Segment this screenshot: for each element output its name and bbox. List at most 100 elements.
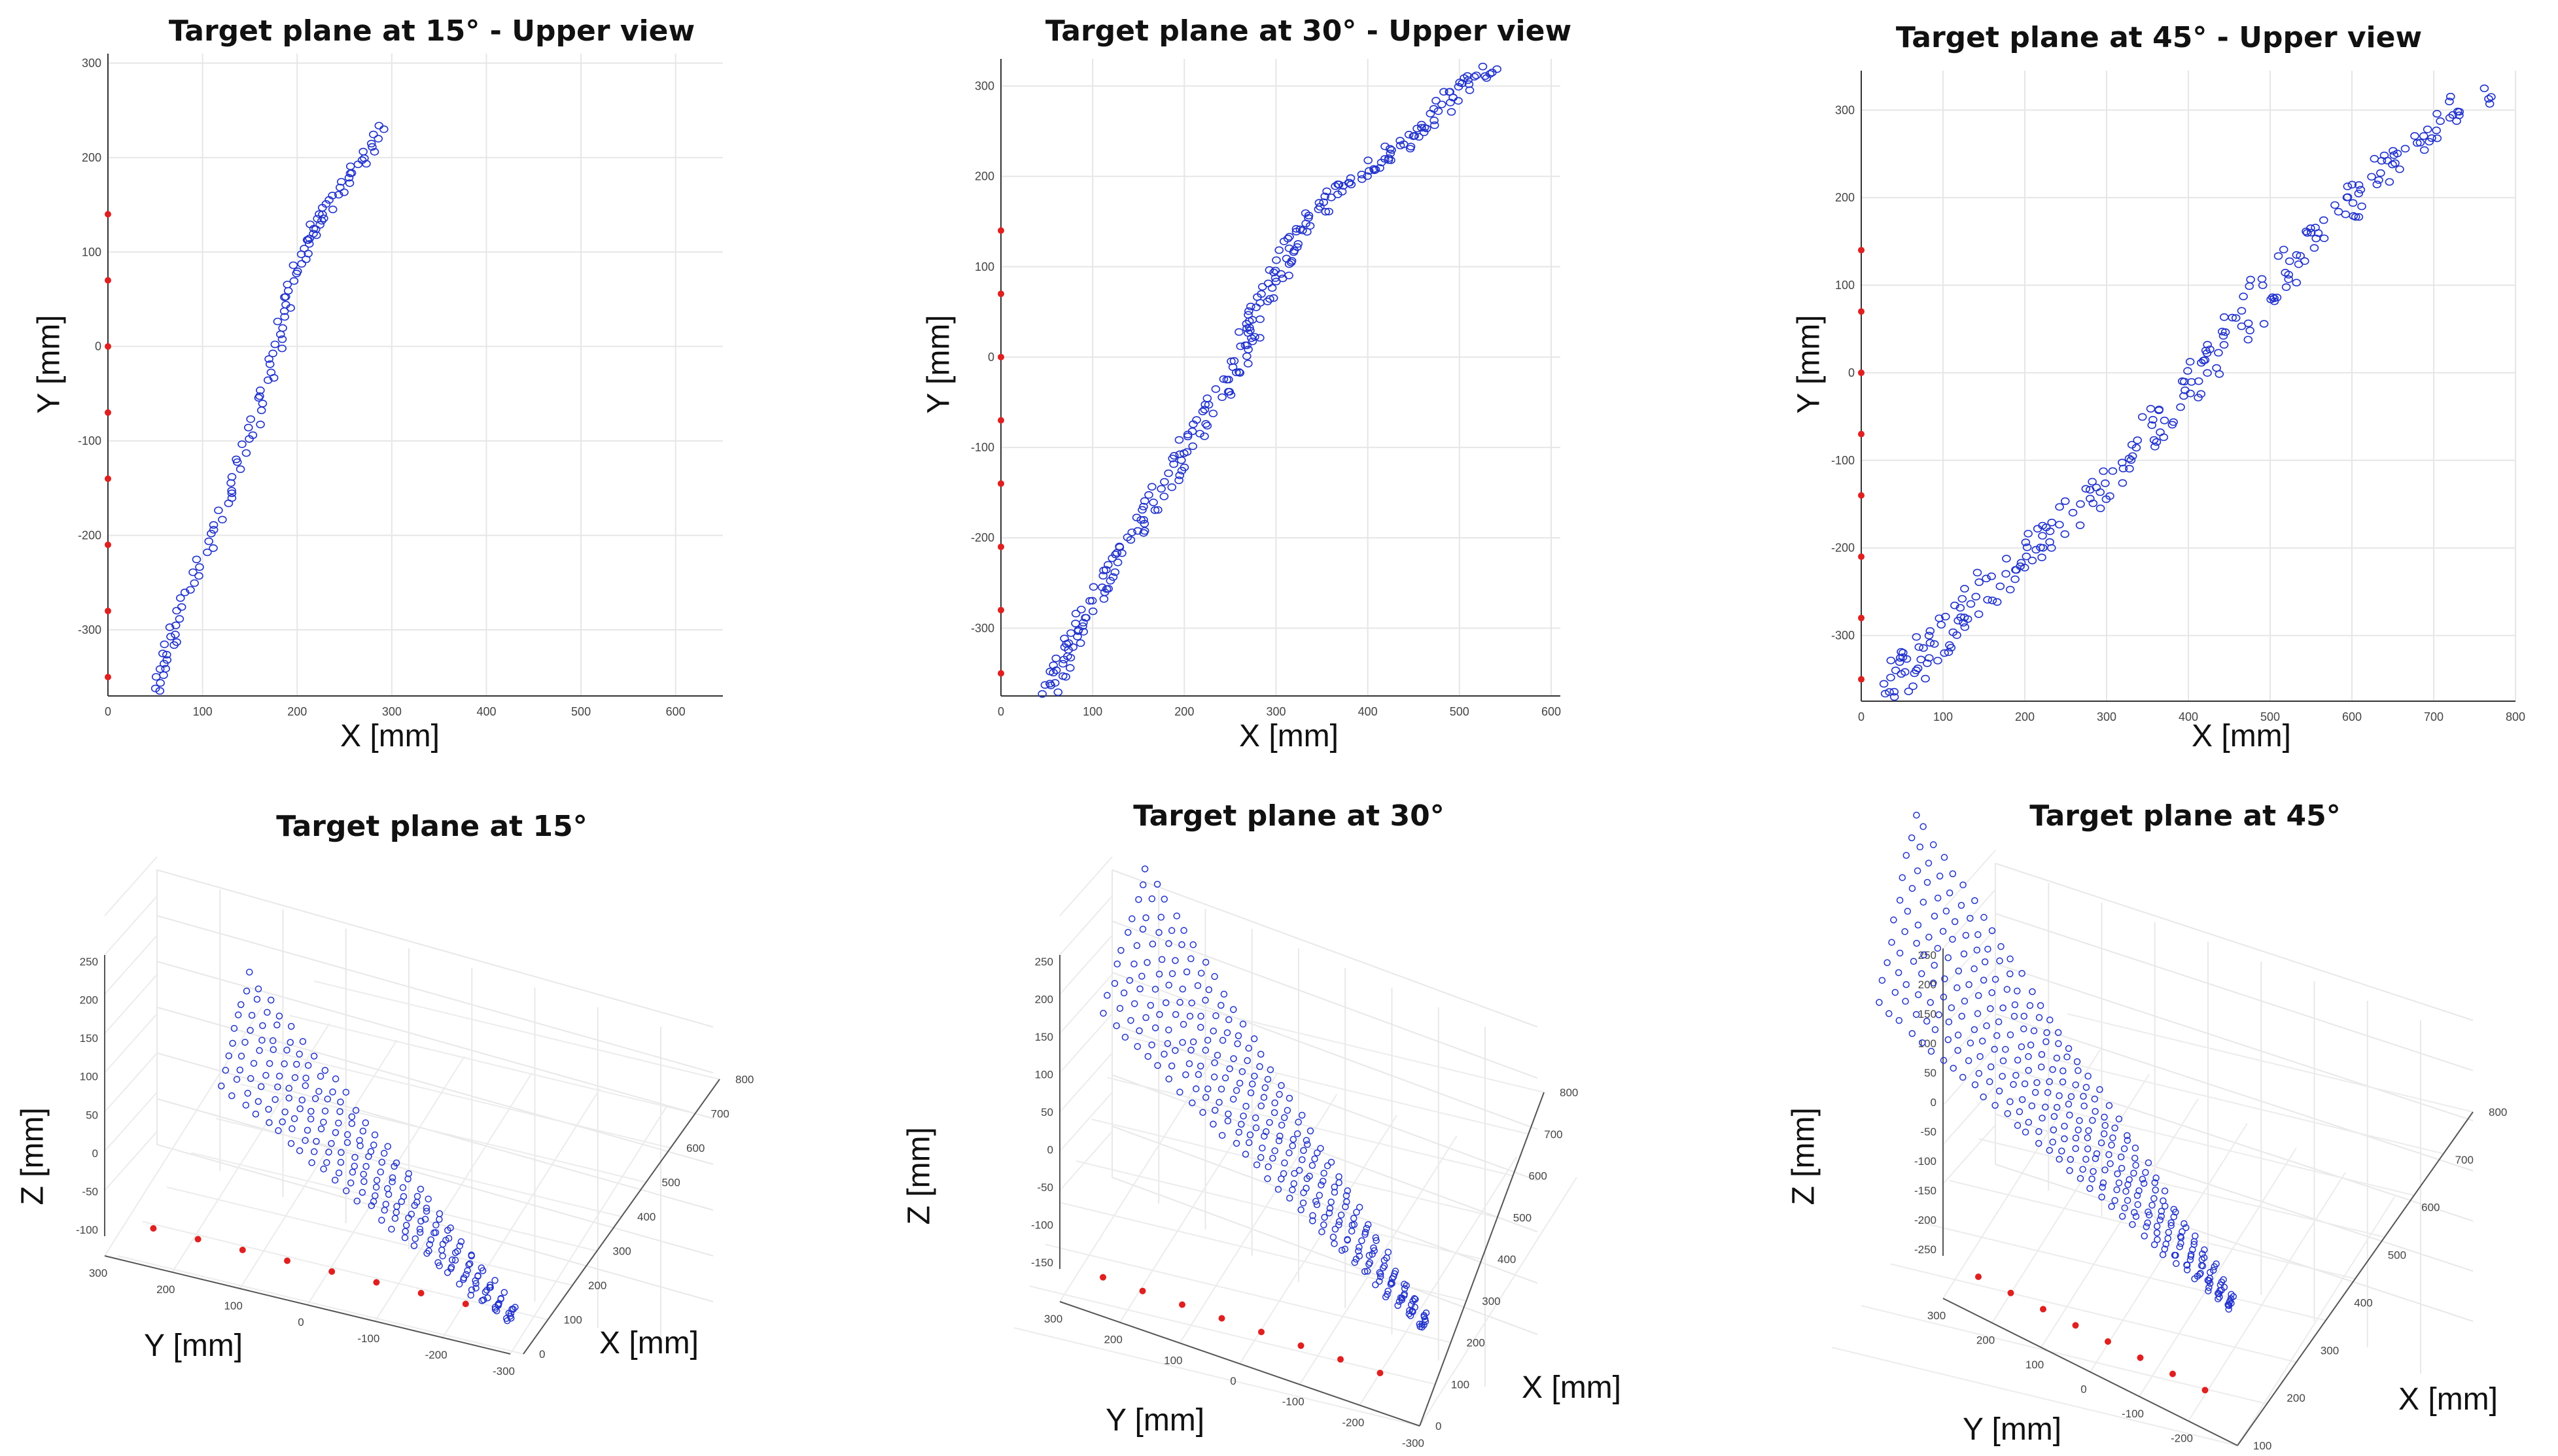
data-point [1890, 916, 1897, 924]
data-point [304, 240, 314, 248]
data-point [1250, 1035, 1258, 1043]
data-point [275, 1072, 283, 1080]
data-point [1923, 1017, 1931, 1025]
data-point [1295, 225, 1305, 234]
grid-line [156, 961, 714, 1119]
data-point [1238, 1068, 1246, 1075]
data-point [1249, 1080, 1256, 1088]
data-point [1200, 432, 1209, 440]
data-point [304, 236, 313, 244]
data-point [1199, 1109, 1206, 1116]
data-point [253, 996, 261, 1003]
data-point [1295, 1167, 1303, 1174]
data-point [1138, 506, 1147, 514]
data-point [1327, 1158, 1335, 1166]
data-point [279, 1118, 286, 1126]
source-point [462, 1300, 469, 1308]
data-point [1335, 1218, 1343, 1225]
z-tick-label: 200 [80, 994, 98, 1007]
data-point [186, 586, 195, 594]
data-point [315, 210, 324, 218]
data-point [1357, 171, 1367, 179]
data-point [2164, 1235, 2171, 1242]
data-point [1159, 493, 1169, 500]
data-point [1253, 1161, 1261, 1169]
data-point [2107, 1160, 2114, 1168]
data-point [2121, 1204, 2128, 1212]
data-point [1921, 674, 1930, 683]
data-point [1049, 661, 1059, 669]
y-tick-label: 300 [1044, 1313, 1062, 1325]
data-point [2038, 532, 2047, 540]
data-point [1136, 985, 1144, 993]
source-point [998, 417, 1004, 424]
y-tick-label: 0 [298, 1316, 304, 1328]
source-point [1100, 1274, 1106, 1281]
grid-line [1059, 935, 1113, 995]
data-point [2156, 1216, 2164, 1224]
y-tick-label: -100 [1831, 454, 1855, 467]
data-point [1999, 1057, 2007, 1065]
data-point [2217, 328, 2227, 336]
x-tick-label: 100 [564, 1314, 582, 1326]
data-point [345, 179, 355, 187]
grid-line [1123, 1035, 1529, 1135]
data-point [2273, 252, 2283, 260]
source-point [2072, 1322, 2079, 1329]
data-point [1236, 342, 1246, 351]
data-point [1303, 1185, 1310, 1192]
data-point [1051, 654, 1061, 663]
data-point [1313, 1201, 1321, 1208]
data-point [192, 555, 201, 564]
data-point [1974, 931, 1982, 939]
data-point [287, 1022, 295, 1030]
grid-line [264, 1049, 671, 1149]
data-point [1902, 852, 1910, 859]
data-point [1311, 1155, 1318, 1163]
data-point [2367, 173, 2376, 181]
data-point [438, 1246, 446, 1254]
data-point [1980, 977, 1988, 984]
data-point [1325, 1209, 1333, 1217]
data-point [2093, 1150, 2101, 1158]
x-tick-label: 600 [666, 705, 686, 718]
data-point [244, 1090, 251, 1097]
data-point [357, 156, 367, 164]
source-point [1858, 430, 1865, 438]
data-point [175, 615, 184, 623]
data-point [1380, 1262, 1388, 1270]
data-point [1193, 1085, 1200, 1092]
data-point [1101, 566, 1111, 574]
data-point [2209, 1266, 2217, 1274]
data-point [1169, 460, 1178, 468]
data-point [1151, 986, 1159, 993]
data-point [2432, 126, 2441, 135]
data-point [277, 344, 287, 353]
data-point [2066, 1111, 2073, 1118]
data-point [2432, 134, 2442, 143]
data-point [1323, 1162, 1331, 1170]
data-point [1974, 992, 1982, 999]
data-point [1197, 1013, 1204, 1020]
data-point [2172, 1251, 2179, 1259]
data-point [1950, 601, 1959, 610]
data-point [1983, 1022, 1990, 1030]
data-point [1433, 107, 1443, 115]
data-point [1242, 1151, 1250, 1158]
panel-30-3d: Target plane at 30° 250 200 150 100 50 0 -50 -1… [850, 785, 1701, 1456]
grid-line [1060, 1202, 1467, 1302]
y-tick-label: 0 [1848, 366, 1855, 379]
data-point [2205, 345, 2215, 353]
data-point [1178, 941, 1185, 948]
data-point [405, 1170, 412, 1177]
data-point [1394, 1302, 1401, 1309]
data-point [2400, 145, 2410, 153]
data-point [1384, 1287, 1392, 1295]
data-point [512, 1304, 519, 1311]
z-axis-label: Z [mm] [15, 1107, 50, 1205]
data-point [385, 1190, 393, 1198]
grid-line [510, 1105, 668, 1355]
data-point [1886, 656, 1896, 665]
data-point [1954, 984, 1961, 992]
data-point [272, 1096, 279, 1103]
